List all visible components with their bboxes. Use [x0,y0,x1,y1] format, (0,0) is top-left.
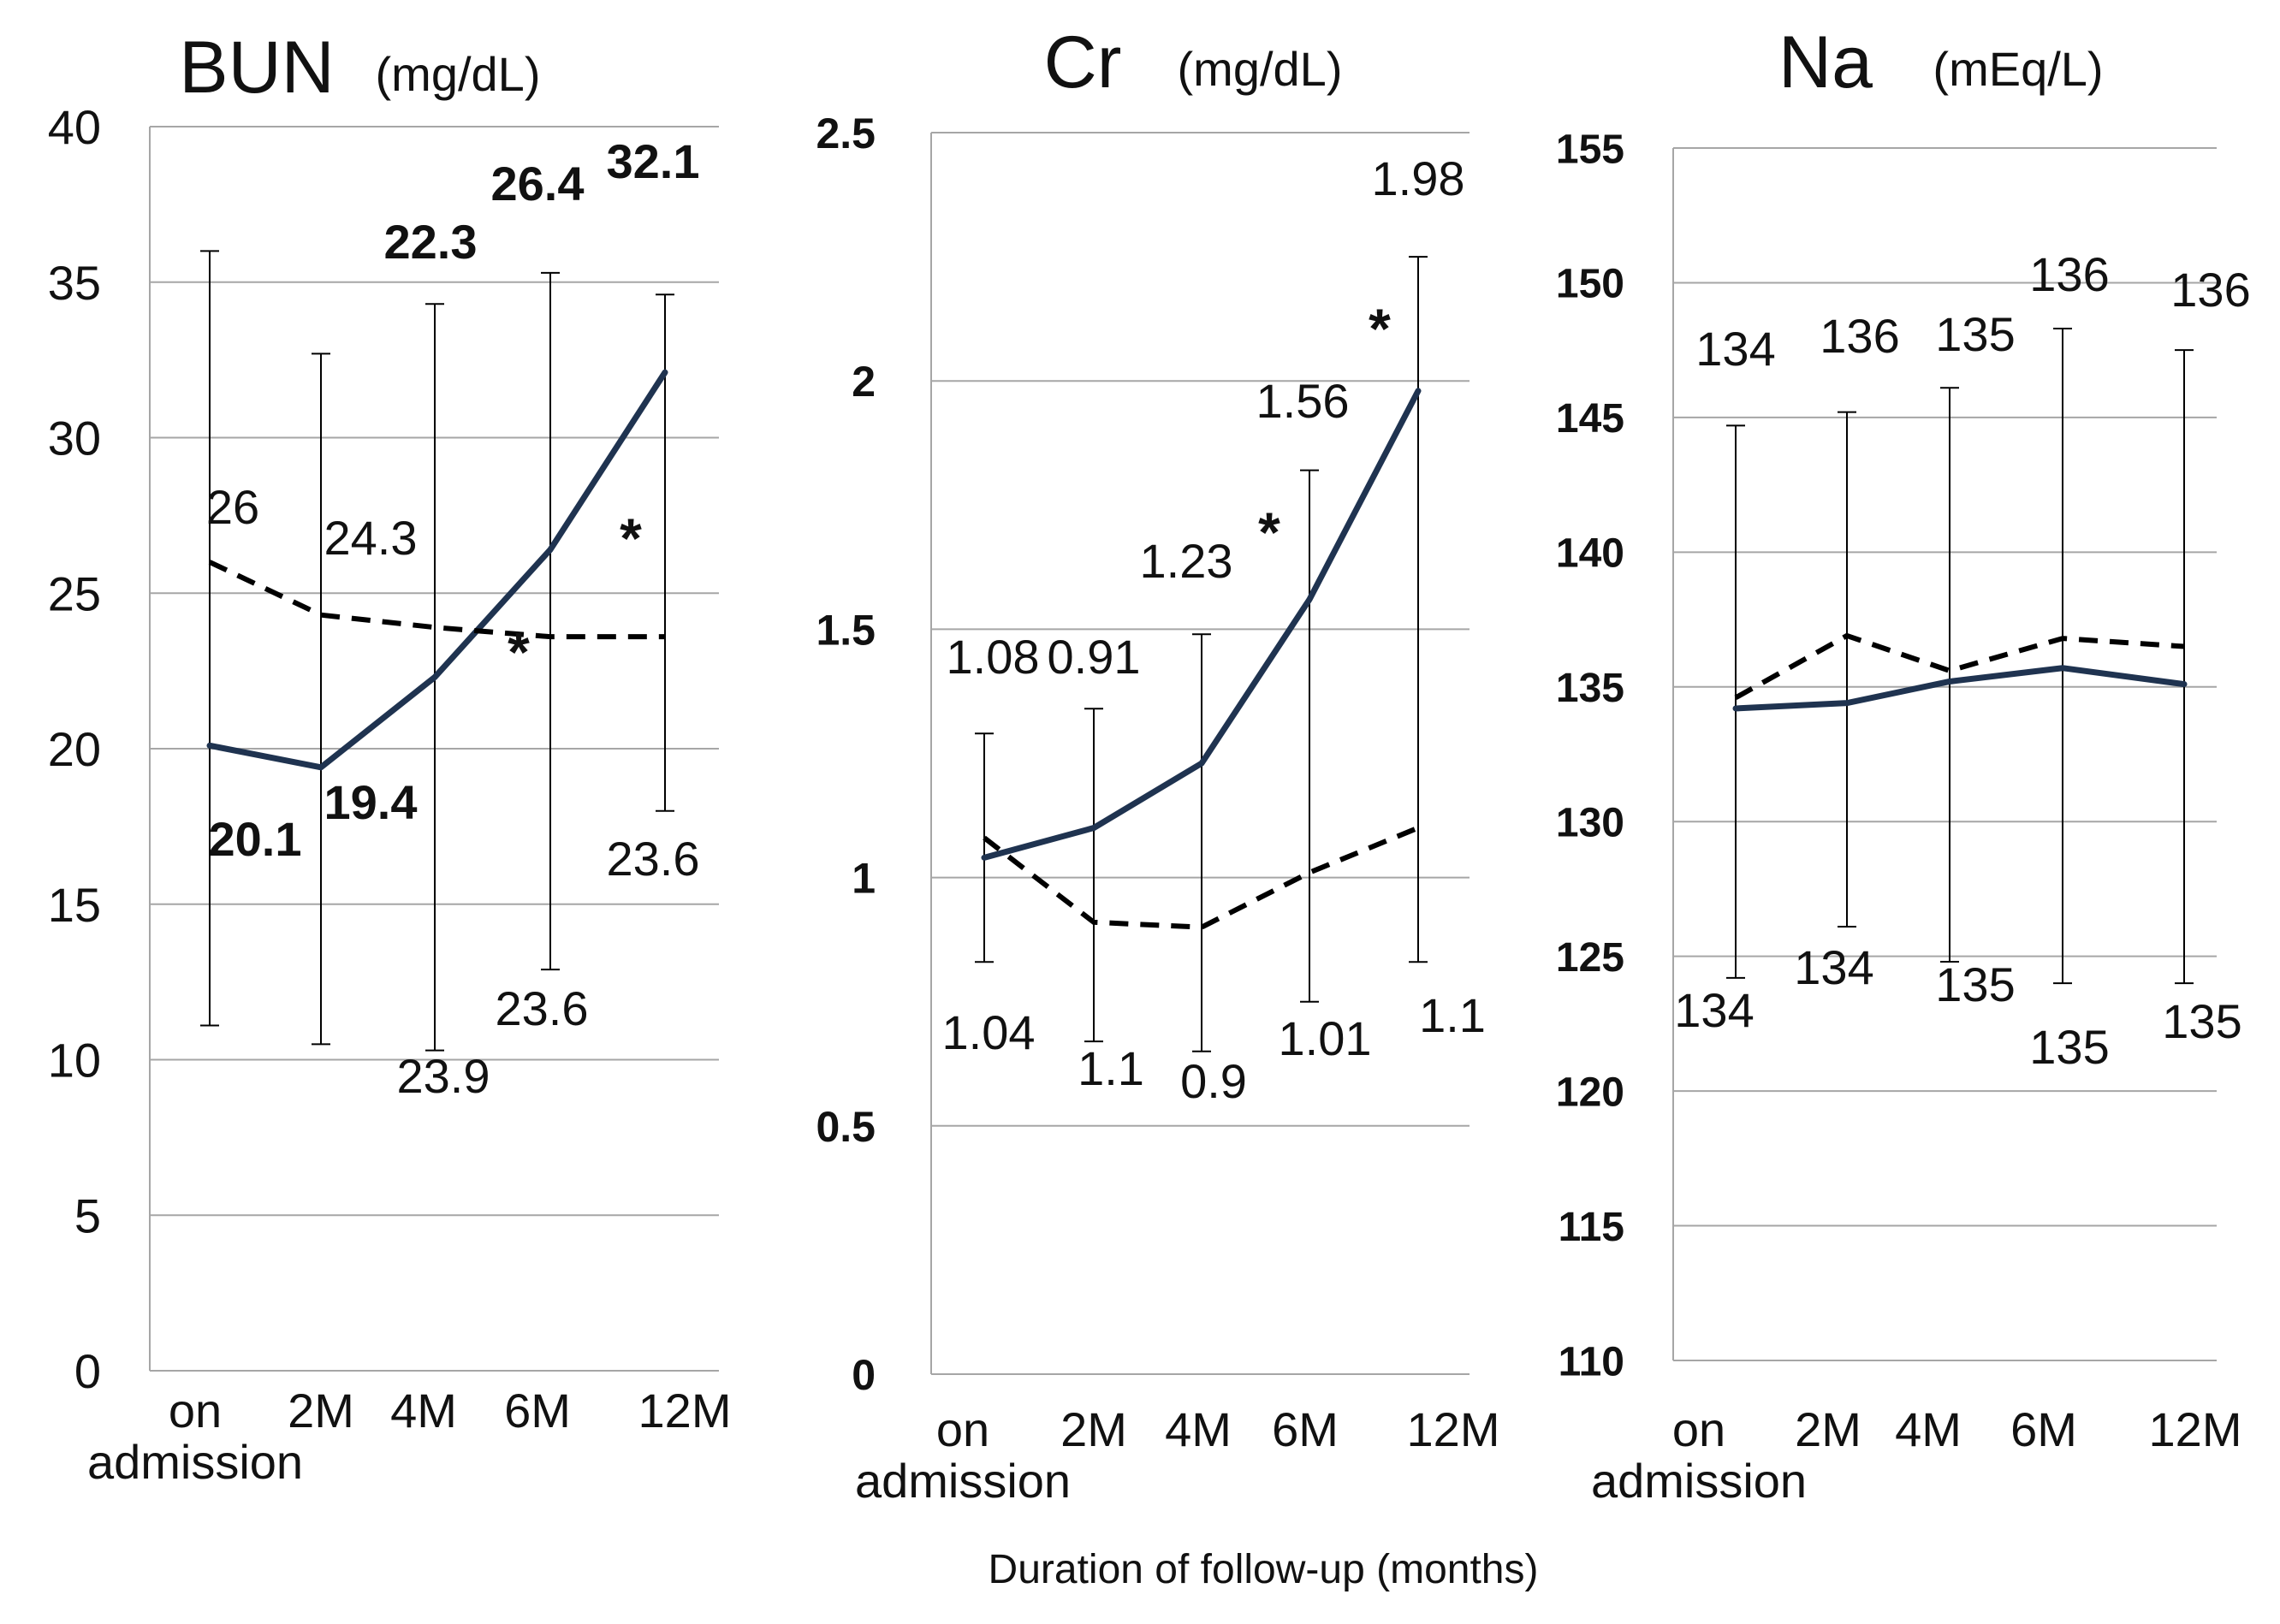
na-data-label-solid: 135 [2029,1020,2109,1074]
na-y-tick-label: 115 [1559,1205,1624,1250]
na-y-tick-label: 130 [1556,801,1624,846]
bun-series-dashed-line [208,560,665,640]
na-x-tick-label: 12M [2149,1402,2242,1456]
cr-data-label-dashed: 1.01 [1279,1011,1372,1065]
bun-y-tick-label: 5 [74,1188,101,1242]
na-data-label-solid: 135 [2162,994,2241,1048]
na-y-tick-label: 150 [1556,262,1624,307]
bun-series-solid-line [206,369,668,771]
cr-significance-star: * [1369,297,1391,360]
na-data-label-solid: 134 [1794,940,1873,994]
na-series-solid-line [1732,665,2188,712]
na-y-tick-label: 110 [1559,1339,1624,1384]
bun-y-tick-label: 10 [48,1034,101,1088]
bun-y-tick-label: 35 [48,256,101,310]
cr-x-tick-label-line1: on [936,1402,989,1456]
cr-data-label-solid: 1.04 [942,1005,1036,1059]
na-x-tick-label: 4M [1895,1402,1962,1456]
na-data-label-solid: 135 [1935,957,2015,1011]
bun-x-tick-label: 2M [288,1384,354,1437]
cr-data-label-dashed: 1.08 [947,630,1040,684]
cr-unit-label: (mg/dL) [1178,42,1343,96]
na-x-tick-label: 6M [2010,1402,2077,1456]
cr-data-label-dashed: 0.91 [1048,630,1141,684]
cr-x-tick-label: 4M [1165,1402,1232,1456]
cr-y-tick-label: 1.5 [816,606,876,654]
cr-chart-title: Cr [1044,21,1122,104]
bun-y-tick-label: 30 [48,412,101,465]
bun-chart-title: BUN [179,27,335,109]
cr-data-label-dashed: 1.1 [1419,988,1486,1042]
cr-y-tick-label: 0 [852,1351,876,1399]
na-data-label-dashed: 136 [2029,247,2109,301]
na-data-label-dashed: 135 [1935,307,2015,361]
na-y-tick-label: 155 [1556,127,1624,172]
bun-x-tick-label: on admission [87,1384,303,1489]
na-data-label-dashed: 136 [2170,263,2250,317]
na-unit-label: (mEq/L) [1933,42,2103,96]
bun-x-tick-label: 4M [390,1384,457,1437]
cr-data-label-solid: 1.23 [1140,534,1233,588]
cr-series-dashed-line [983,825,1420,930]
na-y-tick-label: 135 [1556,666,1624,711]
cr-y-tick-label: 1 [852,855,876,903]
cr-x-tick-label: 12M [1407,1402,1500,1456]
bun-data-label-solid: 26.4 [491,157,585,210]
cr-y-tick-label: 0.5 [816,1103,876,1151]
na-x-tick-label: 2M [1795,1402,1861,1456]
bun-data-label-solid: 22.3 [384,215,478,269]
bun-significance-star: * [508,620,530,684]
bun-x-tick-label: 6M [504,1384,571,1437]
bun-data-label-dashed: 23.9 [397,1049,490,1103]
bun-y-tick-label: 25 [48,566,101,620]
x-axis-title: Duration of follow-up (months) [989,1547,1539,1592]
na-x-tick-label: on admission [1591,1402,1807,1508]
bun-data-label-solid: 19.4 [324,775,418,829]
na-x-tick-label-line2: admission [1591,1454,1807,1508]
cr-series-solid-line [981,388,1422,861]
bun-data-label-dashed: 26 [206,480,259,534]
na-y-tick-label: 120 [1556,1070,1624,1115]
na-series-dashed-line [1734,632,2185,700]
cr-x-tick-label-line2: admission [855,1454,1071,1508]
bun-y-tick-label: 0 [74,1344,101,1398]
bun-data-label-dashed: 23.6 [607,832,700,886]
cr-significance-star: * [1258,501,1280,564]
bun-data-label-solid: 20.1 [209,812,302,866]
cr-x-tick-label: 2M [1060,1402,1127,1456]
cr-x-tick-label: 6M [1272,1402,1339,1456]
na-data-label-solid: 134 [1674,983,1754,1037]
bun-x-tick-label-line1: on [169,1384,222,1437]
na-y-tick-label: 140 [1556,531,1624,577]
na-data-label-dashed: 134 [1695,322,1775,376]
bun-y-tick-label: 15 [48,878,101,932]
na-chart-title: Na [1778,21,1873,104]
bun-data-label-dashed: 24.3 [324,511,418,565]
cr-data-label-solid: 1.98 [1372,151,1465,205]
na-y-tick-label: 145 [1556,396,1624,442]
cr-y-tick-label: 2 [852,358,876,406]
bun-data-label-dashed: 23.6 [496,981,589,1035]
na-data-label-dashed: 136 [1820,309,1899,363]
bun-significance-star: * [620,507,642,570]
bun-y-tick-label: 40 [48,100,101,154]
bun-data-label-solid: 32.1 [607,134,700,188]
bun-unit-label: (mg/dL) [376,47,541,101]
cr-x-tick-label: on admission [855,1402,1071,1508]
na-x-tick-label-line1: on [1672,1402,1725,1456]
cr-data-label-solid: 1.56 [1256,374,1350,428]
bun-y-tick-label: 20 [48,722,101,776]
cr-y-tick-label: 2.5 [816,110,876,157]
cr-data-label-solid: 1.1 [1078,1041,1144,1095]
na-y-tick-label: 125 [1556,935,1624,981]
bun-x-tick-label-line2: admission [87,1435,303,1489]
cr-data-label-dashed: 0.9 [1180,1054,1247,1108]
bun-x-tick-label: 12M [638,1384,732,1437]
